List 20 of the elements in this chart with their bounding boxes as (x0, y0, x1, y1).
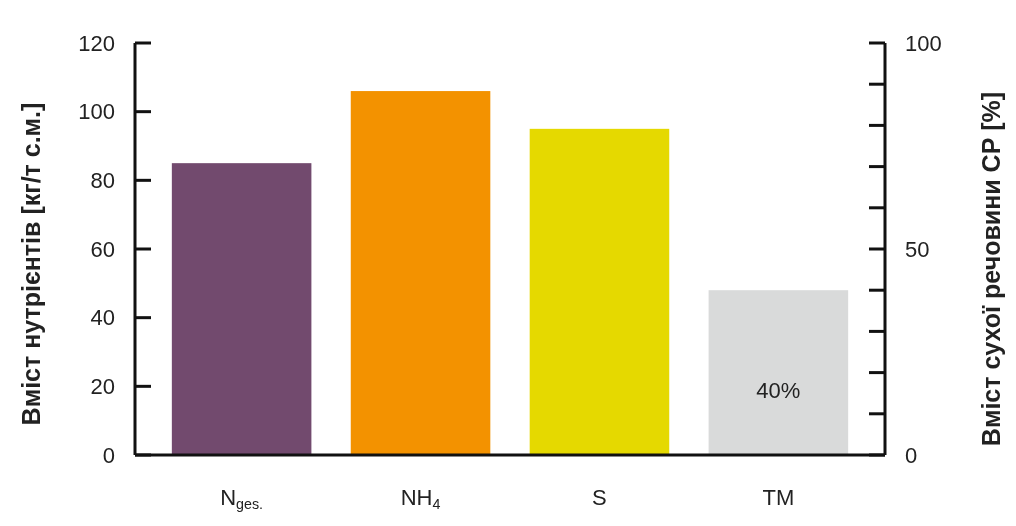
x-tick-label: S (592, 485, 607, 510)
y-tick-label: 60 (90, 236, 115, 262)
y-tick-label: 40 (90, 305, 115, 331)
y-tick-label: 20 (90, 374, 115, 400)
bar (350, 91, 491, 455)
y2-tick-label: 50 (905, 236, 930, 262)
bar (171, 163, 312, 455)
y-tick-label: 0 (102, 442, 115, 468)
y-axis-title: Вміст нутрієнтів [кг/т с.м.] (17, 102, 45, 426)
x-tick-label: N$_{ges.}$ (220, 485, 264, 513)
data-label: 40% (756, 377, 801, 403)
x-tick-label: TM (762, 485, 795, 510)
bar (529, 128, 670, 455)
y-tick-label: 100 (78, 99, 115, 125)
y2-tick-label: 100 (905, 30, 942, 56)
y2-axis-title: Вміст сухої речовини СР [%] (977, 91, 1005, 447)
y-tick-label: 120 (78, 30, 115, 56)
y2-tick-label: 0 (905, 442, 918, 468)
x-tick-label: NH$_{4}$ (400, 485, 441, 513)
y-tick-label: 80 (90, 168, 115, 194)
